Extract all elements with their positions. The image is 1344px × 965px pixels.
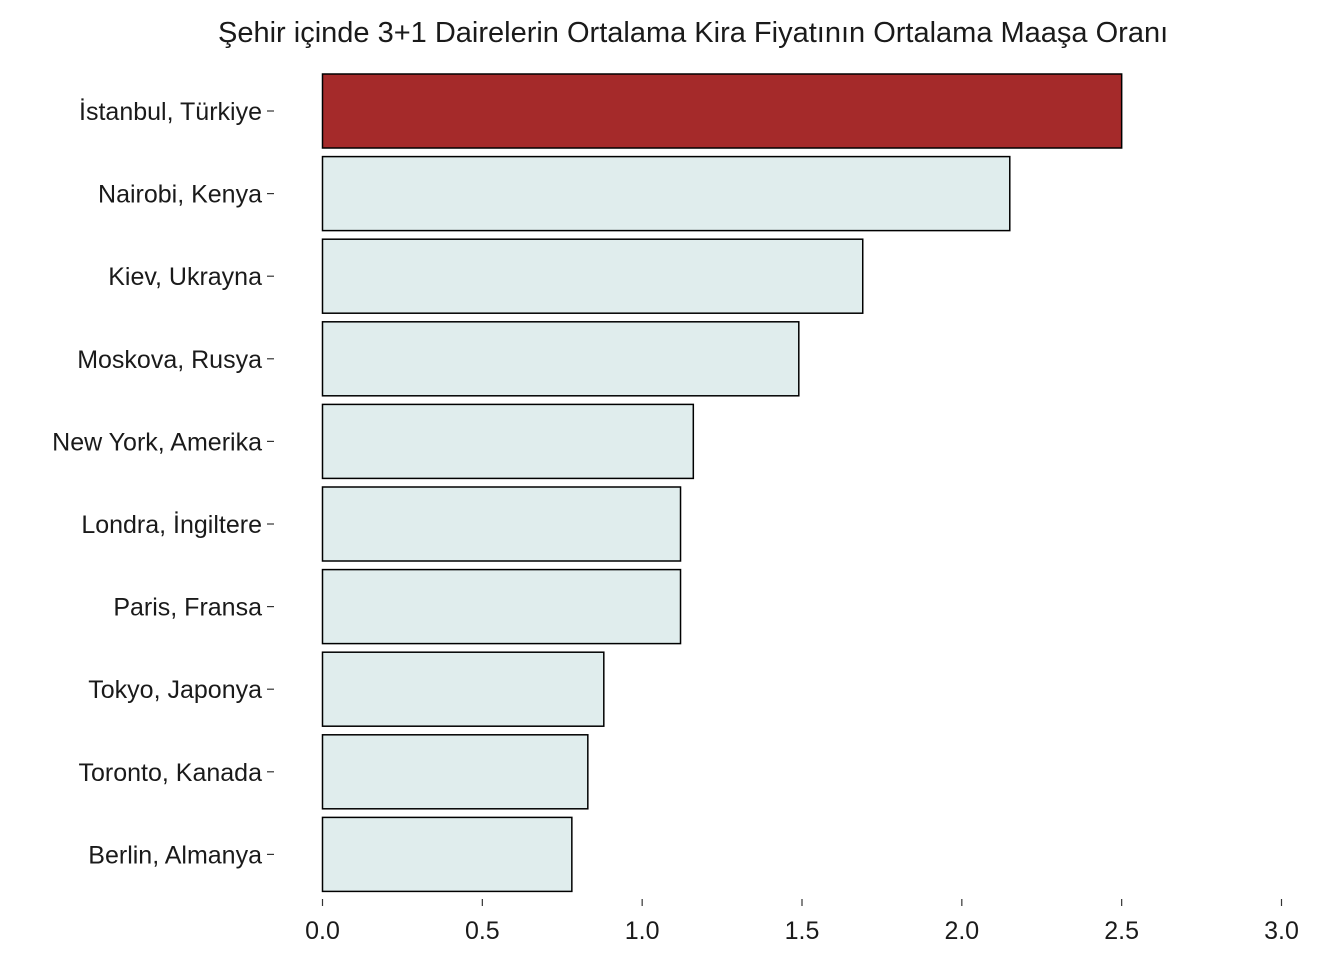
- bar-7: [321, 651, 605, 727]
- bar-9: [321, 816, 573, 893]
- category-label: İstanbul, Türkiye: [79, 97, 262, 126]
- x-tick-label: 1.0: [625, 917, 660, 945]
- x-tick-label: 0.0: [305, 917, 340, 945]
- bars-layer: [321, 73, 1123, 893]
- x-tick-label: 2.5: [1104, 917, 1139, 945]
- bar-5: [321, 486, 682, 562]
- x-axis: 0.0 0.5 1.0 1.5 2.0 2.5 3.0: [305, 899, 1299, 945]
- x-tick-label: 2.0: [944, 917, 979, 945]
- category-label: Tokyo, Japonya: [88, 676, 262, 704]
- bar-6: [321, 568, 682, 645]
- category-label: Kiev, Ukrayna: [108, 263, 262, 291]
- bar-1: [321, 155, 1011, 232]
- x-tick-label: 3.0: [1264, 917, 1299, 945]
- bar-8: [321, 734, 589, 810]
- category-label: Nairobi, Kenya: [98, 181, 262, 209]
- bar-2: [321, 238, 864, 314]
- bar-4: [321, 403, 695, 480]
- category-labels: İstanbul, Türkiye Nairobi, Kenya Kiev, Ukr…: [52, 97, 274, 869]
- bar-3: [321, 321, 800, 397]
- bar-0: [321, 73, 1123, 149]
- x-tick-label: 0.5: [465, 917, 500, 945]
- category-label: Londra, İngiltere: [81, 510, 262, 539]
- category-label: New York, Amerika: [52, 428, 262, 456]
- chart-title: Şehir içinde 3+1 Dairelerin Ortalama Kir…: [218, 17, 1168, 49]
- category-label: Berlin, Almanya: [88, 841, 262, 869]
- category-label: Paris, Fransa: [113, 594, 262, 622]
- category-label: Moskova, Rusya: [77, 346, 262, 374]
- category-label: Toronto, Kanada: [79, 759, 263, 787]
- x-tick-label: 1.5: [785, 917, 820, 945]
